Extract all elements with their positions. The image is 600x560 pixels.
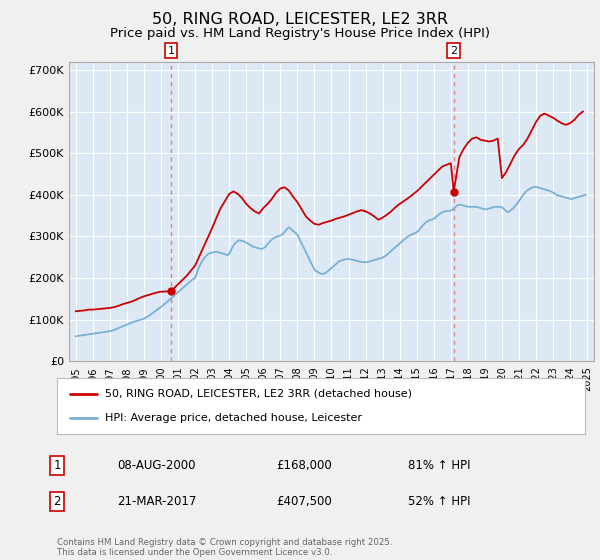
Text: 81% ↑ HPI: 81% ↑ HPI (408, 459, 470, 473)
Text: 50, RING ROAD, LEICESTER, LE2 3RR: 50, RING ROAD, LEICESTER, LE2 3RR (152, 12, 448, 27)
Text: £168,000: £168,000 (276, 459, 332, 473)
Text: 08-AUG-2000: 08-AUG-2000 (117, 459, 196, 473)
Text: 21-MAR-2017: 21-MAR-2017 (117, 494, 196, 508)
Text: Contains HM Land Registry data © Crown copyright and database right 2025.
This d: Contains HM Land Registry data © Crown c… (57, 538, 392, 557)
Text: HPI: Average price, detached house, Leicester: HPI: Average price, detached house, Leic… (104, 413, 362, 423)
Text: 1: 1 (167, 45, 175, 55)
Text: 52% ↑ HPI: 52% ↑ HPI (408, 494, 470, 508)
Text: Price paid vs. HM Land Registry's House Price Index (HPI): Price paid vs. HM Land Registry's House … (110, 27, 490, 40)
Text: 2: 2 (53, 494, 61, 508)
Text: 2: 2 (450, 45, 457, 55)
Text: 50, RING ROAD, LEICESTER, LE2 3RR (detached house): 50, RING ROAD, LEICESTER, LE2 3RR (detac… (104, 389, 412, 399)
Text: 1: 1 (53, 459, 61, 473)
Text: £407,500: £407,500 (276, 494, 332, 508)
